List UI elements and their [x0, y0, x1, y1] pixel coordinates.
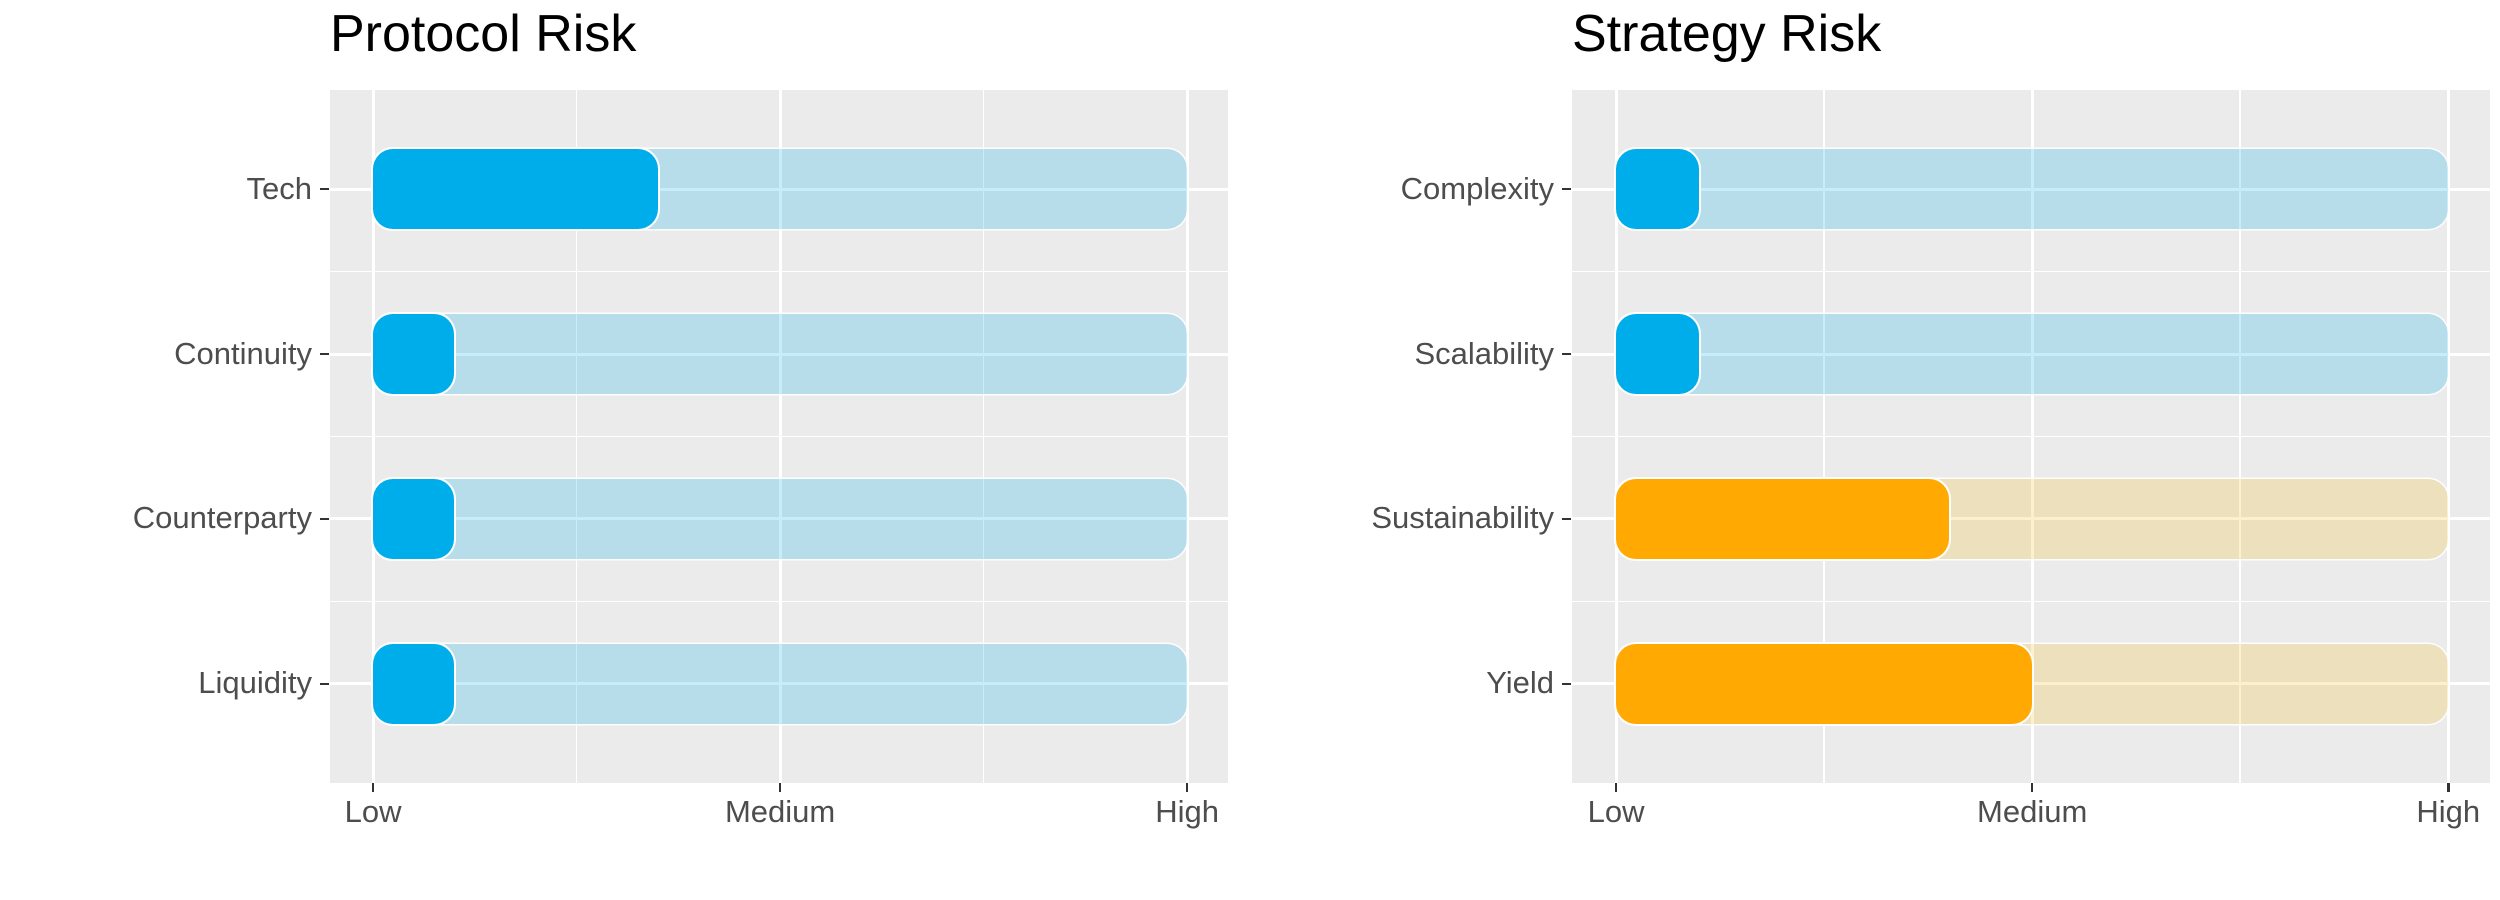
plot-panel — [1572, 90, 2490, 783]
gridline-y-major — [1572, 187, 2490, 191]
y-axis-tick-mark — [320, 352, 329, 356]
y-axis-label: Scalability — [1414, 335, 1554, 371]
risk-track — [373, 478, 1188, 559]
y-axis-tick-mark — [320, 517, 329, 521]
risk-bar-fill — [1616, 478, 1949, 559]
x-axis-tick-mark — [778, 783, 782, 792]
x-axis-tick-label: Low — [344, 794, 402, 829]
gridline-y-major — [330, 682, 1228, 686]
y-axis-tick-mark — [1562, 187, 1571, 191]
x-axis-tick-mark — [1614, 783, 1618, 792]
y-axis-tick-mark — [320, 682, 329, 686]
x-axis-tick-label: Medium — [1977, 794, 2088, 829]
x-axis-tick-label: High — [1155, 794, 1220, 829]
risk-bar-fill — [1616, 149, 1700, 230]
risk-track — [1616, 314, 2449, 395]
x-axis-tick-label: Medium — [724, 794, 836, 829]
risk-bar-fill — [373, 478, 455, 559]
risk-bar-fill — [373, 149, 658, 230]
risk-track — [1616, 149, 2449, 230]
risk-track — [373, 643, 1188, 724]
x-axis-tick-mark — [2446, 783, 2450, 792]
gridline-y-minor — [1572, 435, 2490, 438]
gridline-y-minor — [330, 600, 1228, 603]
y-axis-label: Liquidity — [198, 665, 312, 701]
y-axis-label: Yield — [1486, 665, 1554, 701]
x-axis-tick-mark — [1185, 783, 1189, 792]
chart-title: Strategy Risk — [1572, 5, 1882, 63]
gridline-y-minor — [1572, 600, 2490, 603]
gridline-y-minor — [330, 435, 1228, 438]
x-axis-tick-mark — [2030, 783, 2034, 792]
chart-title: Protocol Risk — [330, 5, 637, 63]
y-axis-label: Continuity — [174, 335, 312, 371]
gridline-y-minor — [330, 270, 1228, 273]
risk-track — [373, 314, 1188, 395]
risk-bar-fill — [1616, 314, 1700, 395]
y-axis-tick-mark — [320, 187, 329, 191]
gridline-y-major — [1572, 352, 2490, 356]
x-axis-tick-mark — [371, 783, 375, 792]
y-axis-label: Counterparty — [132, 500, 312, 536]
y-axis-label: Complexity — [1400, 170, 1554, 206]
x-axis-tick-label: High — [2416, 794, 2481, 829]
y-axis-label: Sustainability — [1371, 500, 1554, 536]
y-axis-tick-mark — [1562, 352, 1571, 356]
risk-bar-fill — [373, 643, 455, 724]
gridline-y-minor — [1572, 270, 2490, 273]
gridline-y-major — [330, 352, 1228, 356]
gridline-y-major — [330, 187, 1228, 191]
y-axis-label: Tech — [246, 170, 312, 206]
chart-protocol-risk: Protocol Risk Tech Continuity Counterparty L… — [132, 5, 1228, 829]
y-axis-tick-mark — [1562, 517, 1571, 521]
plot-panel — [330, 90, 1228, 783]
risk-bar-fill — [1616, 643, 2033, 724]
y-axis-tick-mark — [1562, 682, 1571, 686]
gridline-y-major — [330, 517, 1228, 521]
x-axis-tick-label: Low — [1587, 794, 1645, 829]
gridline-y-major — [1572, 517, 2490, 521]
risk-bar-fill — [373, 314, 455, 395]
chart-strategy-risk: Strategy Risk Complexity Scalability Sustai… — [1250, 0, 2500, 900]
